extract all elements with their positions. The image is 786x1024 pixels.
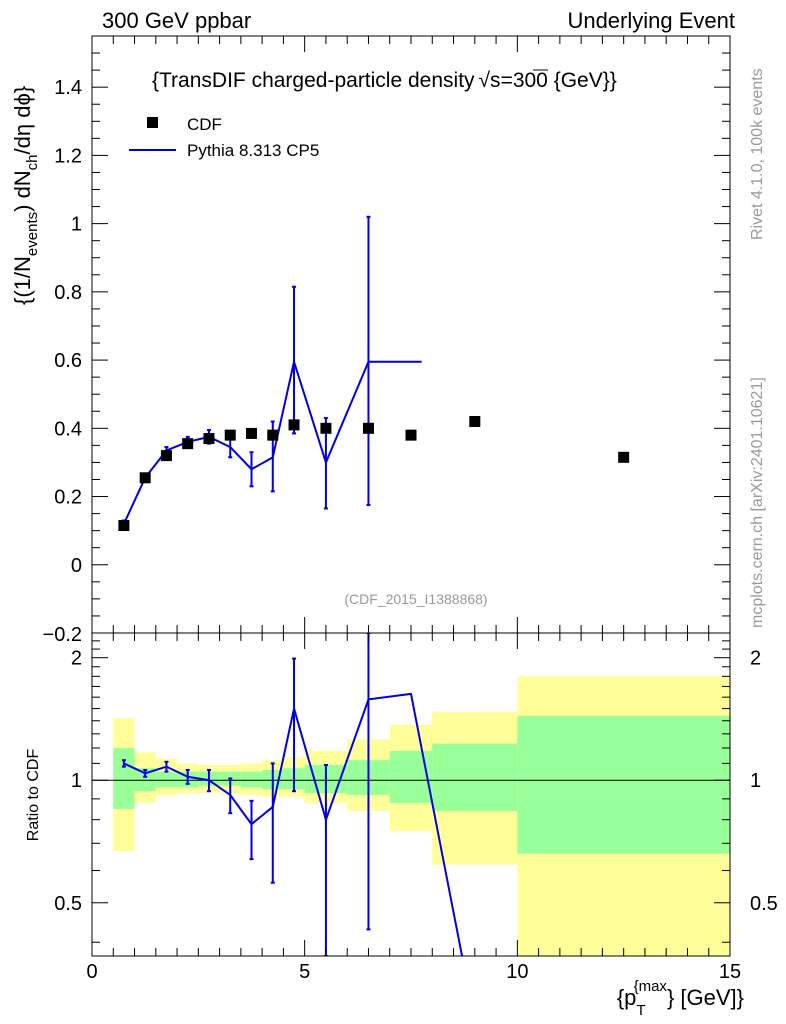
main-ytick-label: 0.8 — [54, 282, 82, 304]
ylabel-part-c: /dη dϕ} — [10, 86, 35, 155]
ratio-frame — [91, 632, 731, 957]
ratio-ylabel: Ratio to CDF — [25, 749, 42, 842]
ratio-xtick-label: 0 — [86, 961, 97, 983]
cdf-marker — [118, 520, 130, 532]
main-data-layer — [118, 215, 630, 532]
main-ticks: 0 0.2 0.4 0.6 0.8 1 1.2 1.4 −0.2 — [43, 36, 731, 646]
mcplots-label: mcplots.cern.ch [arXiv:2401.10621] — [749, 377, 766, 628]
ratio-band-inner — [389, 750, 433, 803]
legend-cdf-label: CDF — [187, 115, 222, 134]
analysis-watermark: (CDF_2015_I1388868) — [344, 591, 487, 607]
ratio-xlabel: {pT {max} [GeV]} — [617, 978, 744, 1019]
ratio-band-inner — [113, 748, 135, 809]
xlabel-sup: {max — [634, 978, 668, 995]
header-left: 300 GeV ppbar — [102, 8, 251, 33]
main-ytick-label: 0.4 — [54, 418, 82, 440]
ratio-ytick-label-right: 0.5 — [750, 893, 778, 915]
main-ytick-label-cut: −0.2 — [43, 624, 82, 646]
main-ytick-label: 1.4 — [54, 77, 82, 99]
ratio-ticks: 0.5 0.5 1 1 2 2 0 5 10 15 — [54, 633, 778, 983]
legend-cdf-marker — [147, 117, 158, 128]
ratio-ytick-label-left: 0.5 — [54, 893, 82, 915]
plot-title: {TransDIF charged-particle density √s=300… — [152, 69, 617, 92]
rivet-label: Rivet 4.1.0, 100k events — [749, 68, 766, 240]
cdf-marker — [139, 472, 151, 484]
ratio-band-inner — [155, 771, 178, 788]
cdf-marker — [267, 429, 279, 441]
main-ytick-label: 0.2 — [54, 487, 82, 509]
ratio-ytick-label-right: 1 — [750, 770, 761, 792]
cdf-marker — [288, 419, 300, 431]
ratio-xtick-label: 15 — [719, 961, 741, 983]
ratio-ytick-label-left: 1 — [71, 770, 82, 792]
cdf-marker — [160, 450, 172, 462]
ratio-band-inner — [432, 743, 518, 812]
cdf-marker — [405, 429, 417, 441]
ratio-mc-line — [123, 692, 464, 956]
xlabel-part-a: {p — [617, 985, 637, 1010]
ylabel-sub-events: events — [24, 212, 41, 256]
header-right: Underlying Event — [567, 8, 735, 33]
ratio-xtick-label: 5 — [299, 961, 310, 983]
cdf-marker — [618, 451, 630, 463]
ylabel-sub-ch: ch — [24, 154, 41, 170]
cdf-marker — [203, 433, 215, 445]
main-panel: 0 0.2 0.4 0.6 0.8 1 1.2 1.4 −0.2 {TransDIF charg… — [10, 35, 731, 646]
ratio-ytick-label-left: 2 — [71, 648, 82, 670]
main-ytick-label: 1.2 — [54, 145, 82, 167]
ratio-band-inner — [240, 771, 263, 788]
xlabel-part-b: } [GeV]} — [667, 985, 744, 1010]
xlabel-sub: T — [636, 1002, 645, 1019]
plot-title-energy: =300 {GeV}} — [501, 69, 617, 92]
ylabel-part-b: ) dN — [10, 170, 35, 212]
plot-title-main: {TransDIF charged-particle density — [152, 69, 475, 92]
cdf-marker — [224, 429, 236, 441]
cdf-marker — [320, 422, 332, 434]
cdf-marker — [469, 415, 481, 427]
cdf-marker — [182, 438, 194, 450]
ratio-data-layer — [121, 633, 464, 956]
plot-title-sqrt: √s — [479, 69, 501, 92]
ratio-band-inner — [134, 768, 156, 792]
cdf-marker — [246, 427, 257, 439]
cdf-marker — [362, 422, 374, 434]
legend-pythia-label: Pythia 8.313 CP5 — [187, 141, 319, 160]
ratio-band-inner — [517, 715, 730, 854]
ratio-bands — [92, 676, 730, 956]
main-ytick-label: 0.6 — [54, 350, 82, 372]
ratio-xtick-label: 10 — [506, 961, 528, 983]
ylabel-part-a: {(1/N — [10, 256, 35, 305]
main-ytick-label: 0 — [71, 555, 82, 577]
main-ylabel: {(1/Nevents) dNch/dη dϕ} — [10, 86, 41, 305]
ratio-panel: 0.5 0.5 1 1 2 2 0 5 10 15 Ratio to CDF {pT {max} [… — [25, 632, 778, 1019]
ratio-ytick-label-right: 2 — [750, 648, 761, 670]
main-ytick-label: 1 — [71, 214, 82, 236]
